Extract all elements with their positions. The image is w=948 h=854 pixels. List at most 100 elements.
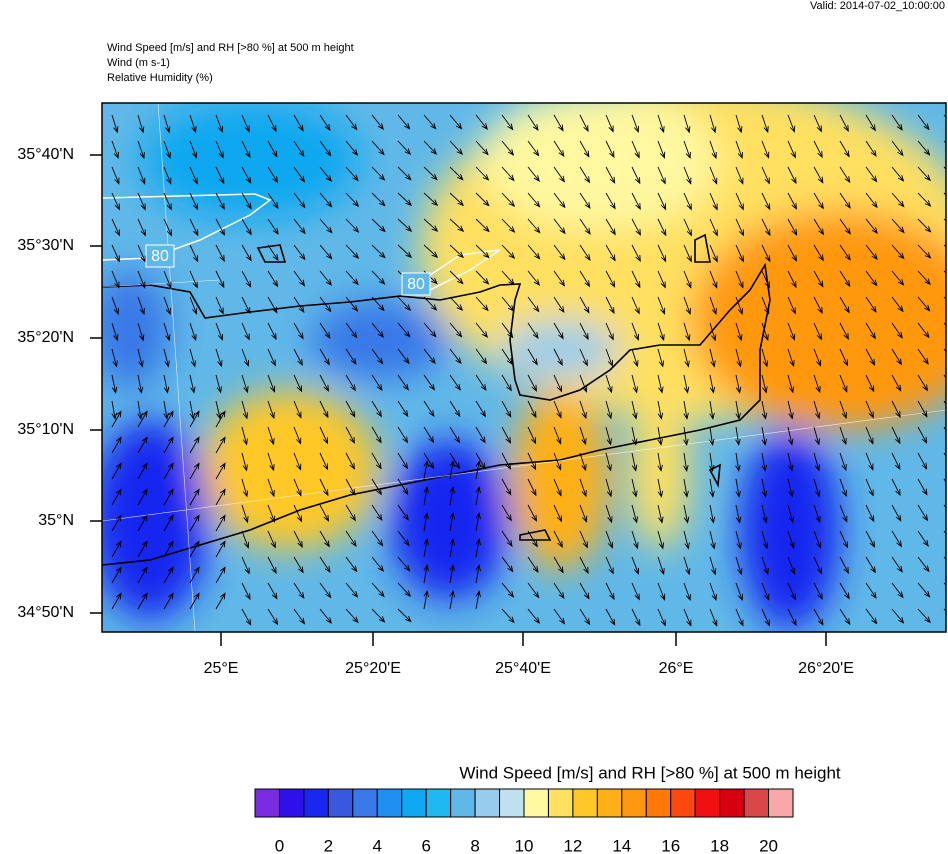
wind-arrow [891, 608, 905, 624]
wind-arrow [683, 114, 691, 134]
wind-arrow [111, 566, 122, 584]
wind-arrow [917, 114, 930, 131]
colorbar-label: 2 [324, 836, 333, 854]
wind-arrow [293, 140, 305, 158]
wind-arrow [189, 218, 199, 237]
wind-arrow [839, 478, 847, 497]
wind-arrow [423, 296, 438, 311]
wind-arrow [397, 374, 409, 391]
wind-arrow [891, 270, 905, 286]
wind-arrow [137, 140, 145, 160]
wind-arrow [657, 608, 666, 627]
wind-arrow [163, 462, 174, 480]
wind-arrow [813, 400, 821, 420]
wind-arrow [267, 192, 279, 209]
colorbar-box [743, 788, 770, 818]
wind-arrow [891, 114, 903, 131]
wind-arrow [319, 114, 331, 131]
wind-arrow [735, 322, 743, 342]
wind-arrow [501, 244, 516, 259]
wind-arrow [449, 192, 464, 207]
wind-arrow [813, 166, 824, 184]
wind-arrow [319, 478, 329, 497]
header-line: Relative Humidity (%) [107, 72, 213, 84]
wind-arrow [345, 270, 359, 286]
wind-arrow [501, 218, 516, 233]
wind-arrow [475, 218, 490, 233]
wind-arrow [241, 374, 249, 394]
wind-arrow [501, 140, 515, 156]
wind-arrow [501, 478, 512, 496]
wind-arrow [163, 400, 169, 420]
wind-arrow [657, 504, 664, 524]
wind-arrow [761, 374, 768, 394]
wind-arrow [865, 244, 878, 261]
wind-arrow [293, 218, 306, 235]
wind-arrow [111, 140, 119, 159]
wind-arrow [839, 608, 851, 626]
wind-arrow [163, 540, 174, 558]
wind-arrow [163, 566, 174, 584]
wind-arrow [891, 452, 901, 471]
wind-arrow [449, 400, 461, 418]
wind-arrow [397, 348, 410, 365]
colorbar-box [352, 788, 378, 818]
colorbar-box [694, 788, 721, 818]
colorbar-label: 14 [612, 836, 631, 854]
wind-arrow [111, 540, 122, 558]
wind-arrow [553, 270, 566, 287]
wind-arrow [189, 296, 198, 315]
wind-arrow [449, 564, 455, 584]
wind-arrow [137, 296, 145, 316]
wind-arrow [111, 374, 118, 394]
wind-arrow [735, 270, 744, 289]
colorbar-label: 20 [759, 836, 778, 854]
wind-arrow [709, 322, 717, 342]
wind-arrow [475, 374, 487, 392]
wind-arrow [319, 608, 333, 624]
wind-arrow [761, 452, 767, 472]
wind-arrow [137, 462, 148, 480]
wind-arrow [397, 530, 410, 547]
wind-arrow [501, 374, 512, 392]
wind-arrow [605, 504, 613, 524]
wind-arrow [449, 460, 455, 480]
wind-arrow [137, 244, 146, 263]
wind-arrow [683, 192, 692, 211]
wind-arrow [345, 166, 359, 182]
wind-arrow [241, 348, 250, 367]
map-field: 80 80 [102, 103, 946, 632]
wind-arrow [527, 296, 540, 313]
wind-arrow [553, 192, 566, 209]
wind-arrow [553, 400, 562, 419]
wind-arrow [449, 374, 461, 391]
wind-arrow [449, 452, 461, 470]
wind-arrow [449, 270, 464, 285]
wind-arrow [111, 296, 119, 315]
wind-arrow [501, 166, 515, 182]
wind-arrow [605, 218, 616, 236]
wind-arrow [449, 590, 455, 610]
wind-arrow [501, 608, 515, 624]
wind-arrow [137, 270, 146, 289]
wind-arrow [891, 582, 904, 599]
wind-arrow [215, 514, 226, 532]
wind-arrow [553, 114, 564, 132]
wind-arrow [371, 140, 385, 156]
wind-arrow [137, 488, 148, 506]
wind-arrow [683, 452, 689, 472]
wind-arrow [735, 166, 744, 185]
wind-arrow [267, 374, 276, 393]
wind-arrow [527, 582, 540, 599]
wind-arrow [709, 140, 717, 160]
wind-arrow [865, 192, 878, 209]
wind-arrow [605, 478, 613, 498]
wind-arrow [891, 348, 902, 366]
wind-arrow [241, 140, 251, 159]
wind-arrow [787, 296, 796, 315]
colorbar-box [474, 788, 501, 818]
wind-arrow [475, 486, 481, 506]
colorbar-label: 12 [563, 836, 582, 854]
wind-arrow [137, 566, 148, 584]
wind-arrow [631, 530, 639, 550]
